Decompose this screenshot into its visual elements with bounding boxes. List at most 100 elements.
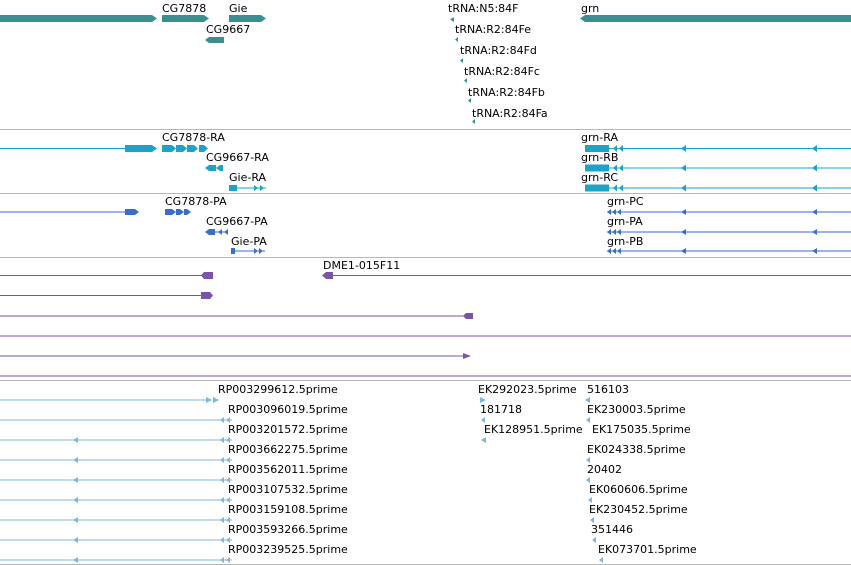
est-label-rp003239525[interactable]: RP003239525.5prime (228, 543, 348, 556)
est-label-rp003562011[interactable]: RP003562011.5prime (228, 463, 348, 476)
est-glyph[interactable] (480, 397, 486, 403)
est-label-rp003299612[interactable]: RP003299612.5prime (218, 383, 338, 396)
est-glyph[interactable] (586, 417, 590, 423)
protein-segment[interactable] (231, 248, 235, 254)
gene-label-trna-84fb[interactable]: tRNA:R2:84Fb (468, 86, 545, 99)
est-glyph[interactable] (585, 397, 590, 403)
protein-label-cg9667-pa[interactable]: CG9667-PA (206, 215, 268, 228)
transcript-label-gie-ra[interactable]: Gie-RA (229, 171, 267, 184)
transcript-label-grn-ra[interactable]: grn-RA (581, 131, 618, 144)
gene-features (0, 15, 851, 124)
gene-bar-grn[interactable] (585, 15, 851, 22)
transcript-label-grn-rb[interactable]: grn-RB (581, 151, 619, 164)
track-divider (0, 129, 851, 130)
transcript-exon[interactable] (187, 145, 194, 152)
gene-bar-gie[interactable] (229, 15, 261, 22)
clone-features (0, 272, 851, 377)
transcript-label-cg7878-ra[interactable]: CG7878-RA (162, 131, 225, 144)
est-label-ek024338[interactable]: EK024338.5prime (587, 443, 686, 456)
strand-arrow-icon (580, 15, 585, 22)
est-label-351446[interactable]: 351446 (591, 523, 633, 536)
protein-segment[interactable] (209, 229, 215, 235)
strand-arrow-icon (205, 37, 209, 43)
trna-n5-84f-glyph[interactable] (450, 17, 454, 22)
gene-label-trna-84fd[interactable]: tRNA:R2:84Fd (460, 44, 537, 57)
est-glyph[interactable] (481, 437, 486, 443)
est-glyph[interactable] (586, 477, 590, 483)
track-divider (0, 380, 851, 381)
transcript-exon[interactable] (585, 145, 609, 152)
est-glyph[interactable] (599, 557, 603, 563)
protein-segment[interactable] (165, 209, 172, 215)
protein-segment[interactable] (125, 209, 135, 215)
transcript-label-cg9667-ra[interactable]: CG9667-RA (206, 151, 269, 164)
transcript-exon[interactable] (585, 164, 609, 172)
est-label-rp003593266[interactable]: RP003593266.5prime (228, 523, 348, 536)
transcript-exon[interactable] (229, 185, 237, 191)
gene-label-trna-84fc[interactable]: tRNA:R2:84Fc (464, 65, 540, 78)
trna-84fb-glyph[interactable] (468, 98, 471, 103)
transcript-exon[interactable] (162, 145, 172, 152)
est-label-rp003662275[interactable]: RP003662275.5prime (228, 443, 348, 456)
track-divider (0, 257, 851, 258)
est-label-ek292023[interactable]: EK292023.5prime (478, 383, 577, 396)
est-track: RP003299612.5prime RP003096019.5prime RP… (0, 381, 851, 565)
gene-bar-cg7878[interactable] (162, 15, 204, 22)
strand-arrow-icon (152, 15, 157, 22)
transcript-exon[interactable] (209, 165, 216, 171)
est-glyph[interactable] (592, 537, 596, 543)
gene-bar-cg9667[interactable] (209, 37, 224, 43)
est-label-ek230452[interactable]: EK230452.5prime (589, 503, 688, 516)
gene-label-cg7878[interactable]: CG7878 (162, 2, 207, 15)
est-glyph[interactable] (481, 417, 485, 423)
gene-label-trna-84fe[interactable]: tRNA:R2:84Fe (455, 23, 532, 36)
track-divider (0, 193, 851, 194)
protein-features (0, 209, 851, 254)
transcript-exon[interactable] (585, 184, 609, 192)
trna-84fe-glyph[interactable] (455, 37, 458, 42)
est-label-rp003107532[interactable]: RP003107532.5prime (228, 483, 348, 496)
strand-arrow-icon (261, 15, 266, 22)
est-label-ek073701[interactable]: EK073701.5prime (598, 543, 697, 556)
protein-label-grn-pc[interactable]: grn-PC (607, 195, 644, 208)
gene-label-trna-n5-84f[interactable]: tRNA:N5:84F (448, 2, 519, 15)
est-features (0, 397, 603, 563)
est-glyph[interactable] (590, 517, 594, 523)
transcript-features (0, 145, 851, 192)
est-label-516103[interactable]: 516103 (587, 383, 629, 396)
protein-track: CG7878-PA CG9667-PA Gie-PA grn-PC grn-PA… (0, 194, 851, 257)
est-glyph[interactable] (586, 457, 590, 463)
protein-segment[interactable] (607, 248, 611, 254)
protein-segment[interactable] (607, 229, 611, 235)
est-label-ek175035[interactable]: EK175035.5prime (592, 423, 691, 436)
gene-bar[interactable] (0, 15, 152, 22)
est-label-181718[interactable]: 181718 (480, 403, 522, 416)
transcript-exon[interactable] (176, 145, 183, 152)
gene-label-grn[interactable]: grn (581, 2, 600, 15)
protein-segment[interactable] (607, 209, 611, 215)
est-label-ek060606[interactable]: EK060606.5prime (589, 483, 688, 496)
trna-84fa-glyph[interactable] (472, 119, 475, 124)
est-label-20402[interactable]: 20402 (587, 463, 622, 476)
est-glyph[interactable] (588, 497, 592, 503)
clone-label-dme1-015f11[interactable]: DME1-015F11 (323, 259, 401, 272)
est-label-ek128951[interactable]: EK128951.5prime (484, 423, 583, 436)
gene-label-gie[interactable]: Gie (229, 2, 248, 15)
transcript-exon[interactable] (125, 145, 152, 152)
est-label-rp003096019[interactable]: RP003096019.5prime (228, 403, 348, 416)
transcript-label-grn-rc[interactable]: grn-RC (581, 171, 619, 184)
est-label-ek230003[interactable]: EK230003.5prime (587, 403, 686, 416)
est-label-rp003201572[interactable]: RP003201572.5prime (228, 423, 348, 436)
protein-label-gie-pa[interactable]: Gie-PA (231, 235, 267, 248)
gene-label-trna-84fa[interactable]: tRNA:R2:84Fa (472, 107, 548, 120)
trna-84fd-glyph[interactable] (460, 58, 463, 63)
protein-label-grn-pa[interactable]: grn-PA (607, 215, 643, 228)
transcript-exon[interactable] (199, 145, 204, 152)
est-label-rp003159108[interactable]: RP003159108.5prime (228, 503, 348, 516)
strand-arrow-icon (152, 145, 157, 152)
protein-label-cg7878-pa[interactable]: CG7878-PA (165, 195, 227, 208)
protein-label-grn-pb[interactable]: grn-PB (607, 235, 644, 248)
trna-84fc-glyph[interactable] (464, 78, 467, 83)
gene-label-cg9667[interactable]: CG9667 (206, 23, 251, 36)
